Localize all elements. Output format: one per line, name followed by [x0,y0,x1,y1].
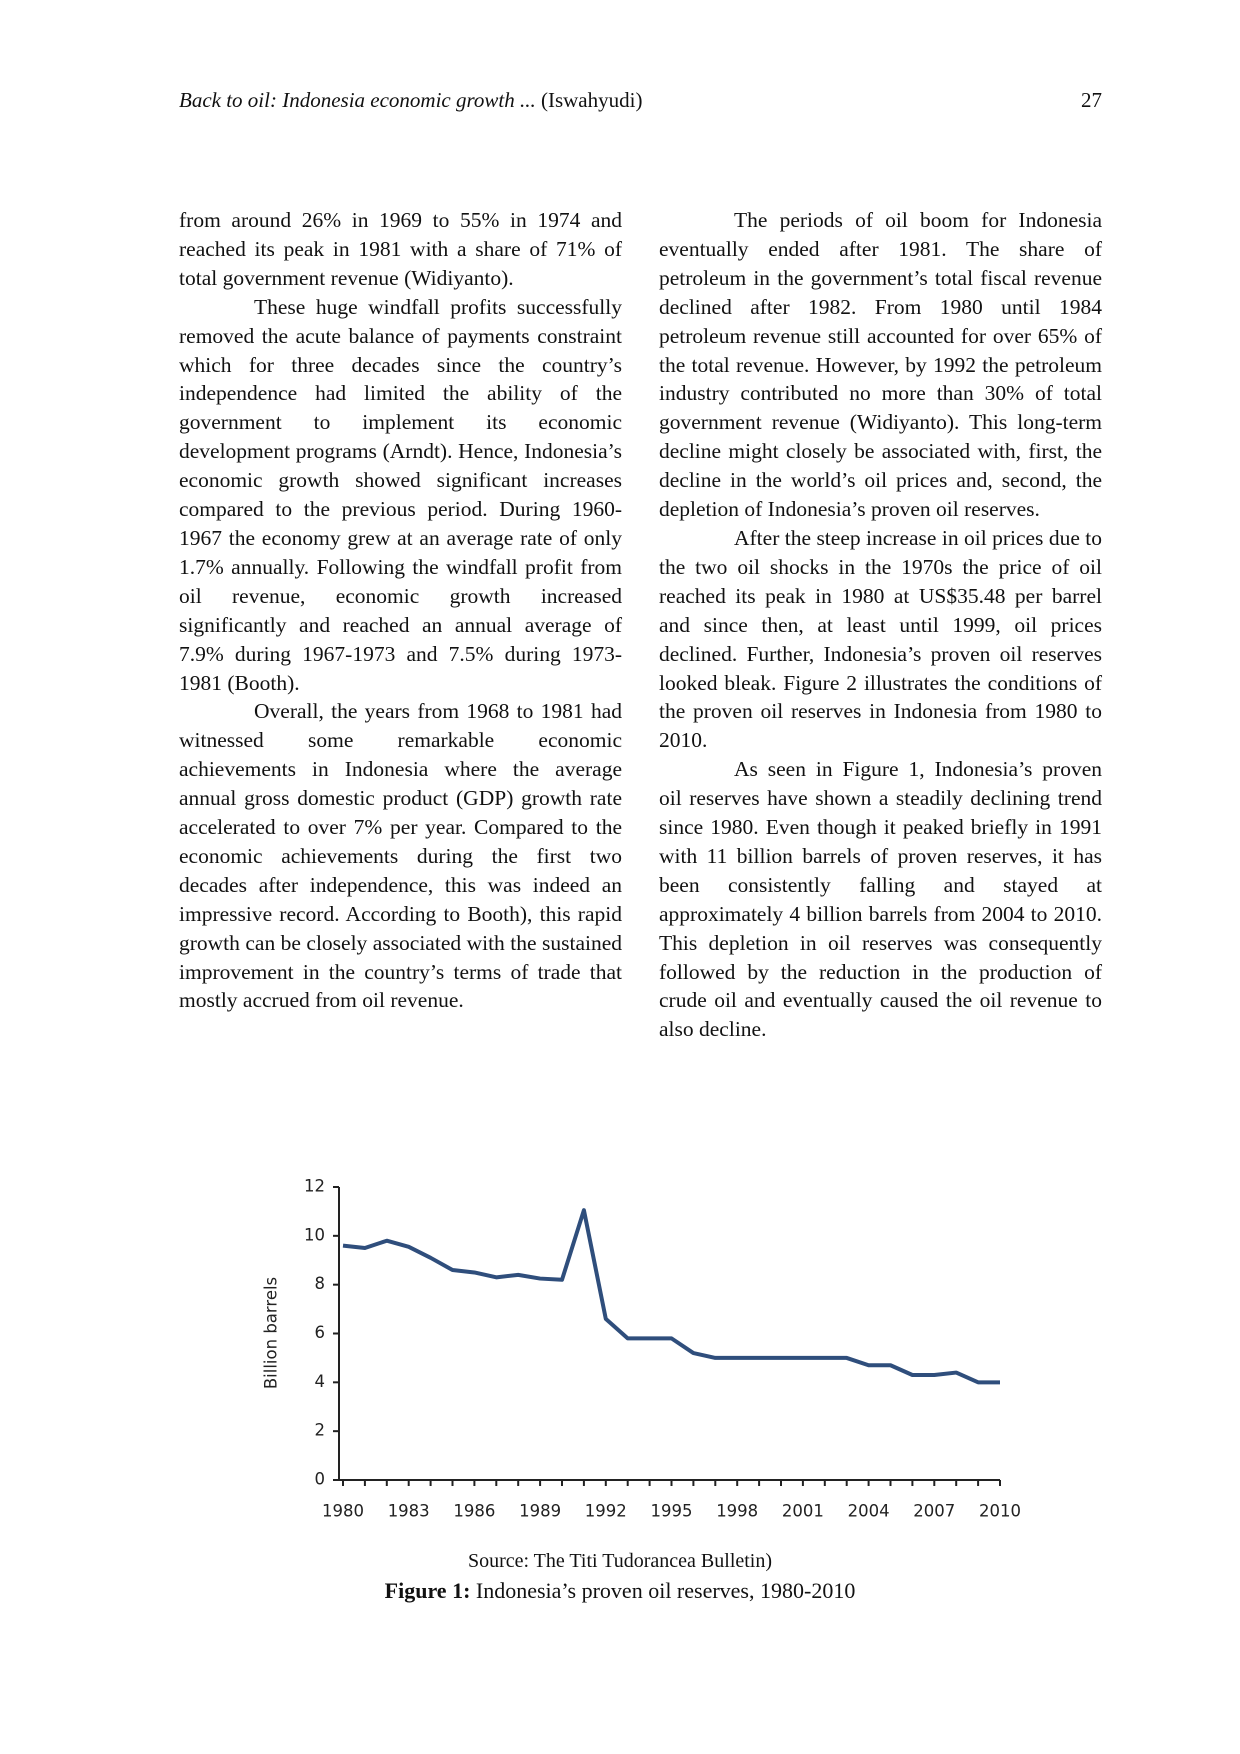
header-author: (Iswahyudi) [540,88,643,112]
y-tick-label: 10 [304,1225,325,1244]
x-tick-label: 2010 [979,1502,1021,1521]
paragraph: The periods of oil boom for Indonesia ev… [659,208,1102,522]
paragraph: Overall, the years from 1968 to 1981 had… [179,699,622,1013]
x-tick-label: 1995 [651,1502,693,1521]
paragraph: from around 26% in 1969 to 55% in 1974 a… [179,208,622,290]
figure-caption: Figure 1: Indonesia’s proven oil reserve… [0,1578,1240,1604]
x-tick-label: 1983 [388,1502,430,1521]
x-tick-label: 1986 [453,1502,495,1521]
figure-source: Source: The Titi Tudorancea Bulletin) [467,1550,773,1572]
y-tick-label: 6 [315,1323,326,1342]
paragraph: After the steep increase in oil prices d… [659,525,1102,753]
y-axis-label: Billion barrels [262,1277,281,1389]
chart: 0 2 4 6 8 10 12 1980 1983 1986 1989 1992 1995 1998 200… [262,1177,1022,1521]
data-line [342,1208,1000,1385]
caption-text: Indonesia’s proven oil reserves, 1980-20… [475,1578,856,1603]
x-tick-label: 1989 [519,1502,561,1521]
y-tick-label: 2 [315,1421,326,1440]
y-tick-label: 4 [315,1372,326,1391]
x-tick-label: 1998 [716,1502,758,1521]
caption-label: Figure 1: [384,1578,471,1603]
right-column: The periods of oil boom for Indonesia ev… [659,206,1102,1044]
x-tick-label: 2004 [848,1502,890,1521]
y-tick-label: 12 [304,1177,325,1196]
x-tick-label: 1980 [322,1502,364,1521]
y-tick-label: 0 [315,1470,326,1489]
paragraph: As seen in Figure 1, Indonesia’s proven … [659,757,1102,1042]
x-tick-label: 1992 [585,1502,627,1521]
y-tick-label: 8 [315,1274,326,1293]
paragraph: These huge windfall profits successfully… [179,294,622,695]
page-number: 27 [1081,88,1102,112]
x-tick-label: 2001 [782,1502,824,1521]
left-column: from around 26% in 1969 to 55% in 1974 a… [179,206,622,1015]
x-tick-label: 2007 [913,1502,955,1521]
running-header: Back to oil: Indonesia economic growth .… [179,88,642,113]
header-title: Back to oil: Indonesia economic growth .… [179,88,536,112]
